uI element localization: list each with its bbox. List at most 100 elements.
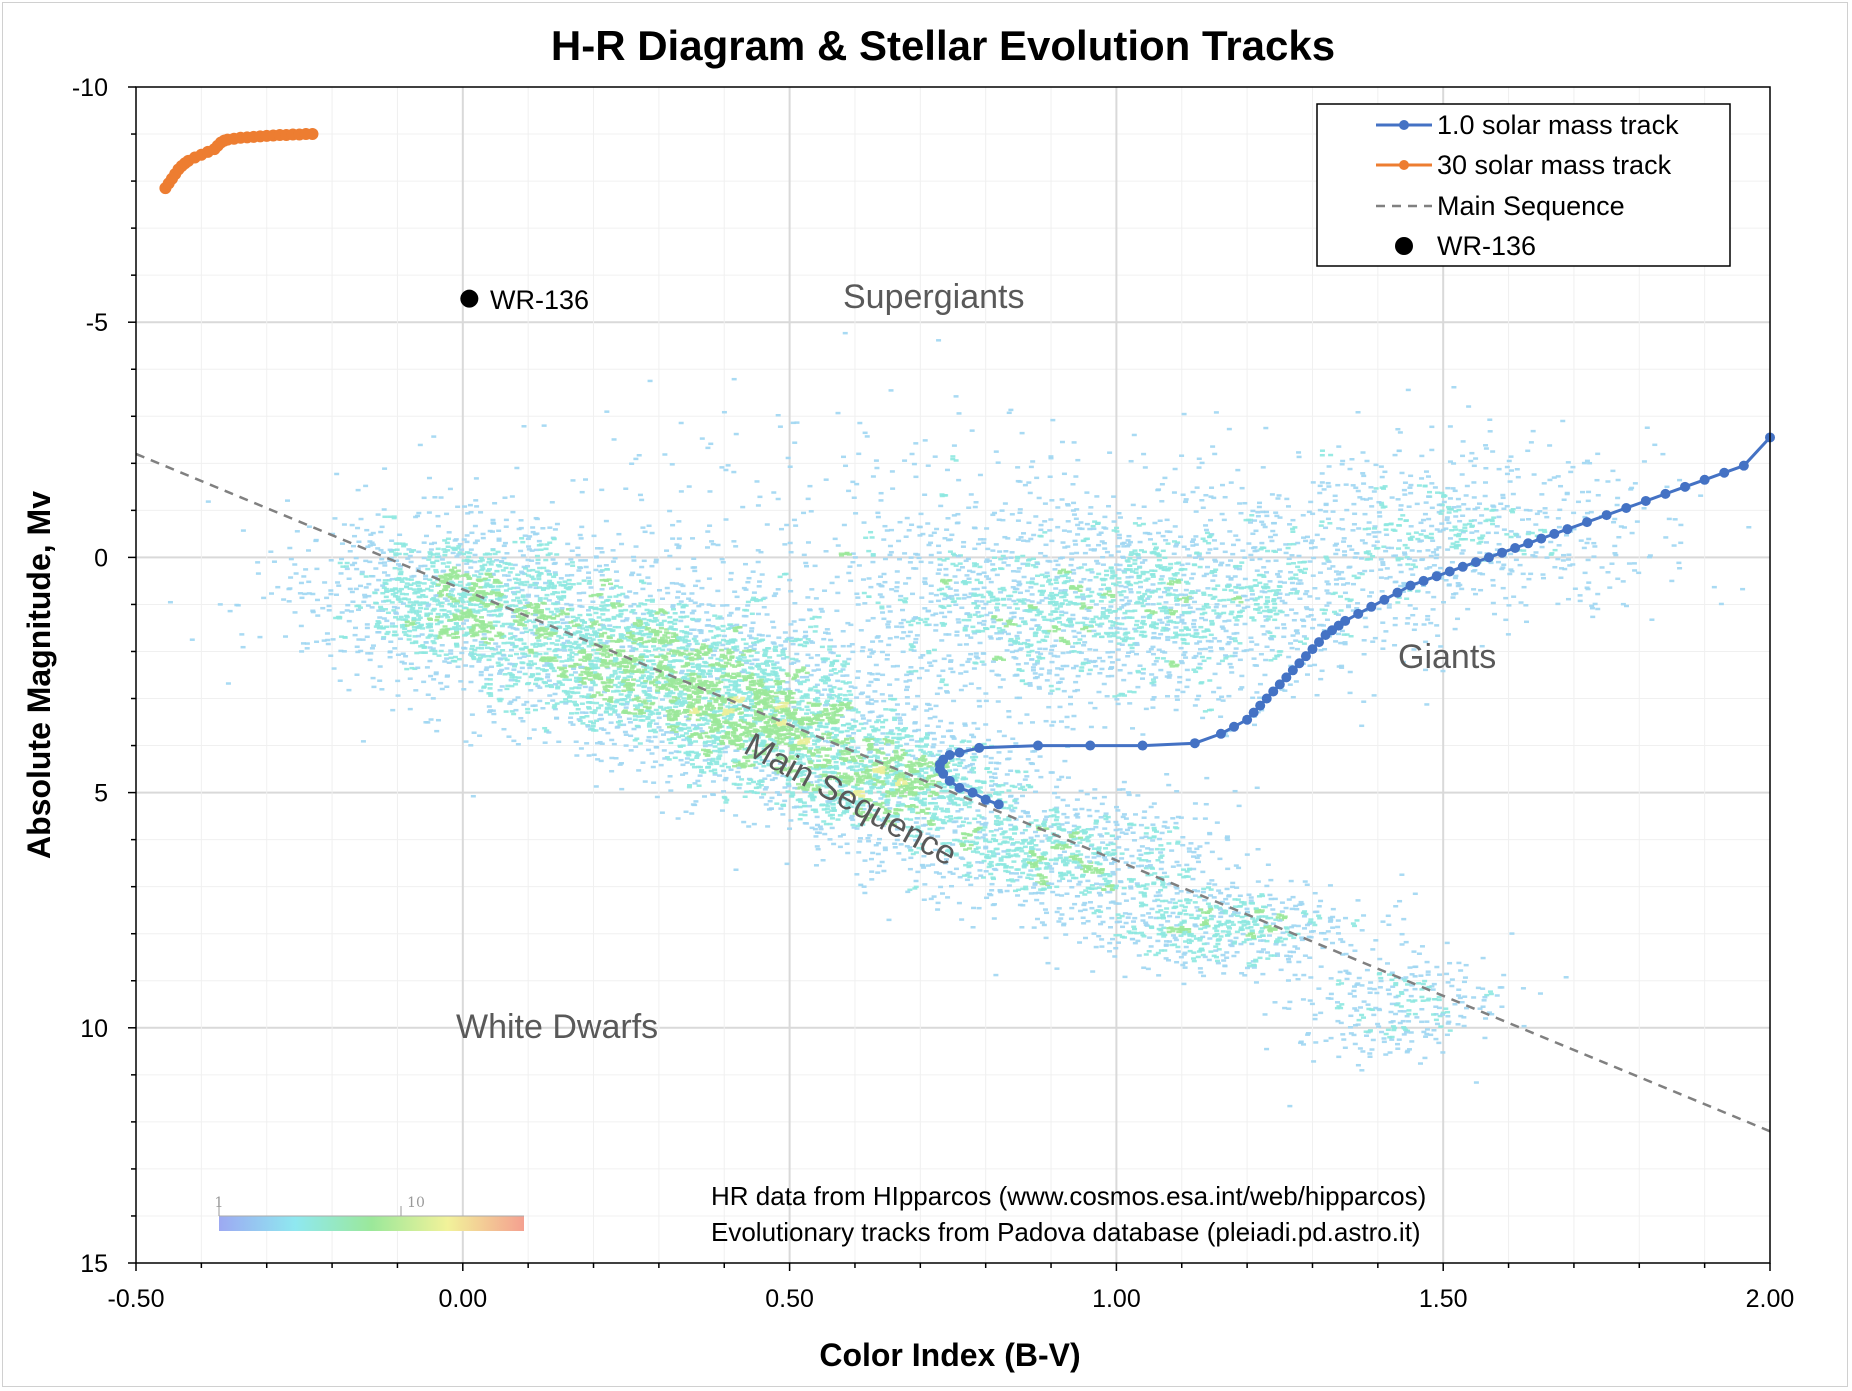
star-point <box>486 710 492 714</box>
star-point <box>638 629 644 633</box>
star-point <box>396 552 402 556</box>
star-point <box>737 625 743 629</box>
star-point <box>551 562 557 566</box>
star-point <box>446 610 452 613</box>
star-point <box>739 745 745 749</box>
star-point <box>649 564 655 568</box>
star-point <box>599 573 605 577</box>
star-point <box>661 676 667 680</box>
star-point <box>643 666 649 670</box>
star-point <box>461 688 467 691</box>
star-point <box>791 620 797 623</box>
star-point <box>739 717 745 721</box>
star-point <box>704 665 710 668</box>
star-point <box>623 608 629 612</box>
star-point <box>532 583 538 587</box>
star-point <box>682 675 688 679</box>
star-point <box>889 773 895 776</box>
star-point <box>763 803 769 806</box>
star-point <box>472 596 478 600</box>
star-point <box>518 618 524 621</box>
star-point <box>496 664 502 667</box>
star-point <box>397 568 403 571</box>
star-point <box>915 811 921 815</box>
star-point <box>866 816 872 820</box>
star-point <box>832 775 838 778</box>
star-point <box>949 759 955 763</box>
star-point <box>596 673 602 676</box>
star-point <box>568 721 574 724</box>
star-point <box>452 655 458 659</box>
star-point <box>485 584 491 588</box>
star-point <box>658 626 664 630</box>
star-point <box>679 636 685 639</box>
star-point <box>388 640 394 643</box>
star-point <box>667 660 673 663</box>
star-point <box>782 688 788 691</box>
star-point <box>293 572 299 575</box>
star-point <box>650 719 656 722</box>
star-point <box>487 557 493 561</box>
star-point <box>552 631 558 635</box>
star-point <box>605 702 611 705</box>
star-point <box>501 622 507 626</box>
star-point <box>547 552 553 555</box>
star-point <box>627 675 633 679</box>
star-point <box>428 552 434 556</box>
star-point <box>526 569 532 572</box>
star-point <box>477 609 483 612</box>
star-point <box>474 609 480 613</box>
star-point <box>772 724 778 728</box>
star-point <box>707 672 713 676</box>
star-point <box>588 720 594 723</box>
star-point <box>555 591 561 594</box>
star-point <box>355 650 361 654</box>
star-point <box>497 688 503 692</box>
star-point <box>481 685 487 688</box>
star-point <box>870 650 876 653</box>
star-point <box>699 729 705 733</box>
star-point <box>488 575 494 579</box>
star-point <box>634 670 640 673</box>
star-point <box>829 826 835 830</box>
star-point <box>965 660 971 664</box>
star-point <box>389 577 395 581</box>
star-point <box>614 662 620 665</box>
star-point <box>844 674 850 677</box>
star-point <box>713 634 719 638</box>
star-point <box>764 701 770 704</box>
star-point <box>686 685 692 689</box>
star-point <box>680 685 686 689</box>
star-point <box>645 696 651 699</box>
star-point <box>659 674 665 677</box>
star-point <box>736 775 742 779</box>
star-point <box>571 642 577 645</box>
star-point <box>793 675 799 678</box>
star-point <box>754 702 760 705</box>
star-point <box>632 657 638 660</box>
star-point <box>725 714 731 718</box>
star-point <box>721 671 727 675</box>
star-point <box>769 725 775 728</box>
star-point <box>591 722 597 725</box>
star-point <box>389 625 395 628</box>
star-point <box>685 663 691 666</box>
star-point <box>670 660 676 663</box>
star-point <box>696 650 702 653</box>
star-point <box>787 770 793 774</box>
star-point <box>894 745 900 748</box>
star-point <box>444 685 450 689</box>
star-point <box>601 654 607 657</box>
star-point <box>768 744 774 747</box>
star-point <box>854 809 860 813</box>
star-point <box>789 755 795 758</box>
star-point <box>577 626 583 629</box>
star-point <box>474 570 480 573</box>
star-point <box>623 626 629 630</box>
star-point <box>526 593 532 597</box>
star-point <box>454 642 460 646</box>
star-point <box>840 680 846 683</box>
star-point <box>816 751 822 754</box>
star-point <box>605 689 611 692</box>
star-point <box>770 620 776 624</box>
